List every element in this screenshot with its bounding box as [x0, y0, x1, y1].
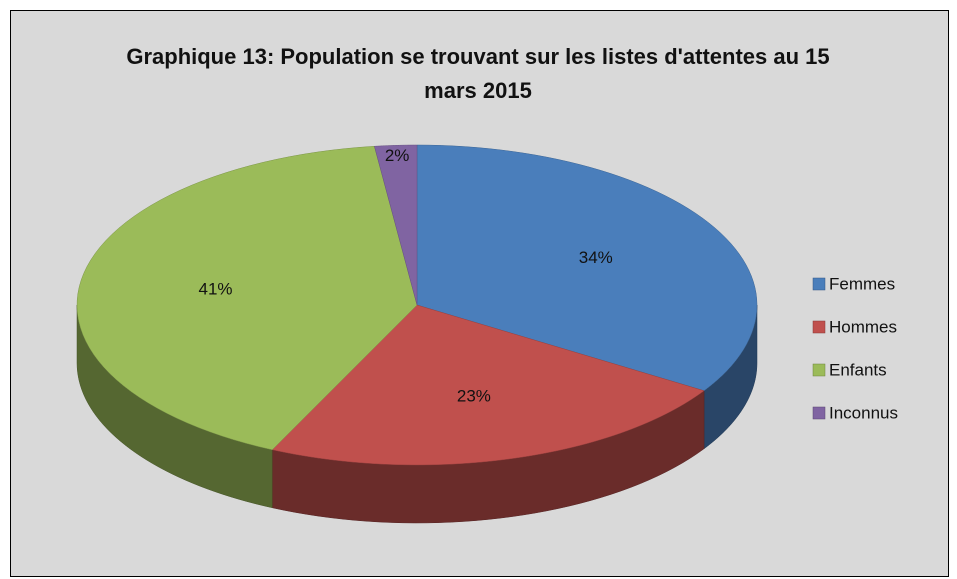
legend-swatch — [812, 406, 826, 420]
legend-swatch — [812, 320, 826, 334]
slice — [374, 144, 418, 306]
legend-label: Inconnus — [829, 403, 898, 422]
chart-title: Graphique 13: Population se trouvant sur… — [126, 44, 830, 103]
slice — [271, 304, 705, 466]
legend-label: Hommes — [829, 317, 897, 336]
legend-label: Femmes — [829, 274, 895, 293]
data-label: 23% — [457, 387, 491, 406]
slice — [76, 145, 418, 451]
slice — [416, 144, 758, 392]
data-label: 41% — [198, 279, 232, 298]
data-label: 34% — [579, 248, 613, 267]
legend-swatch — [812, 363, 826, 377]
legend-swatch — [812, 277, 826, 291]
legend-label: Enfants — [829, 360, 887, 379]
data-label: 2% — [385, 146, 410, 165]
